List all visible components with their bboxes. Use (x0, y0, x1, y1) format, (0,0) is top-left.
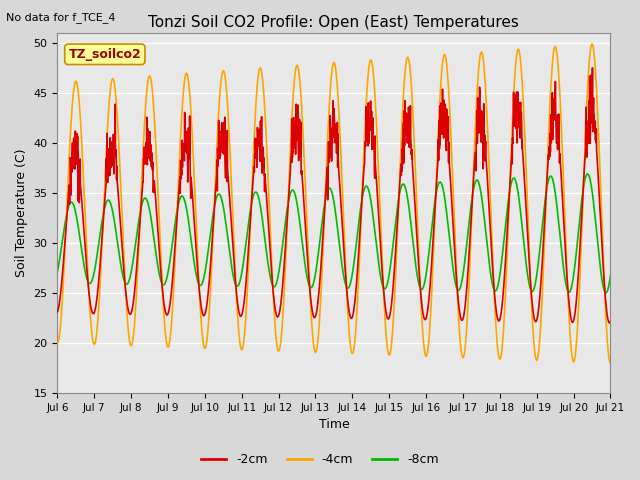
-8cm (591, 210, 598, 216)
-4cm (308, 320, 316, 325)
Text: No data for f_TCE_4: No data for f_TCE_4 (6, 12, 116, 23)
-2cm (323, 180, 330, 185)
-2cm (605, 320, 613, 326)
-4cm (607, 360, 614, 366)
-2cm (607, 319, 614, 324)
Legend: -2cm, -4cm, -8cm: -2cm, -4cm, -8cm (196, 448, 444, 471)
-4cm (588, 41, 596, 47)
-2cm (54, 309, 61, 315)
-8cm (591, 207, 598, 213)
-2cm (591, 125, 598, 131)
-2cm (589, 65, 596, 71)
-2cm (82, 251, 90, 256)
Y-axis label: Soil Temperature (C): Soil Temperature (C) (15, 149, 28, 277)
-4cm (591, 57, 598, 63)
-4cm (489, 260, 497, 265)
-8cm (323, 192, 330, 198)
-8cm (602, 290, 610, 296)
-8cm (54, 269, 61, 275)
Title: Tonzi Soil CO2 Profile: Open (East) Temperatures: Tonzi Soil CO2 Profile: Open (East) Temp… (148, 15, 519, 30)
-2cm (308, 304, 316, 310)
-4cm (82, 222, 90, 228)
-4cm (591, 54, 598, 60)
Line: -8cm: -8cm (58, 174, 611, 293)
-8cm (489, 283, 497, 289)
-2cm (489, 269, 497, 275)
Line: -4cm: -4cm (58, 44, 611, 363)
X-axis label: Time: Time (319, 419, 349, 432)
-8cm (82, 271, 90, 276)
-4cm (323, 166, 330, 172)
-2cm (591, 118, 598, 123)
-8cm (584, 171, 591, 177)
Line: -2cm: -2cm (58, 68, 611, 323)
-4cm (54, 340, 61, 346)
-8cm (607, 273, 614, 279)
Text: TZ_soilco2: TZ_soilco2 (68, 48, 141, 61)
-8cm (308, 284, 316, 290)
